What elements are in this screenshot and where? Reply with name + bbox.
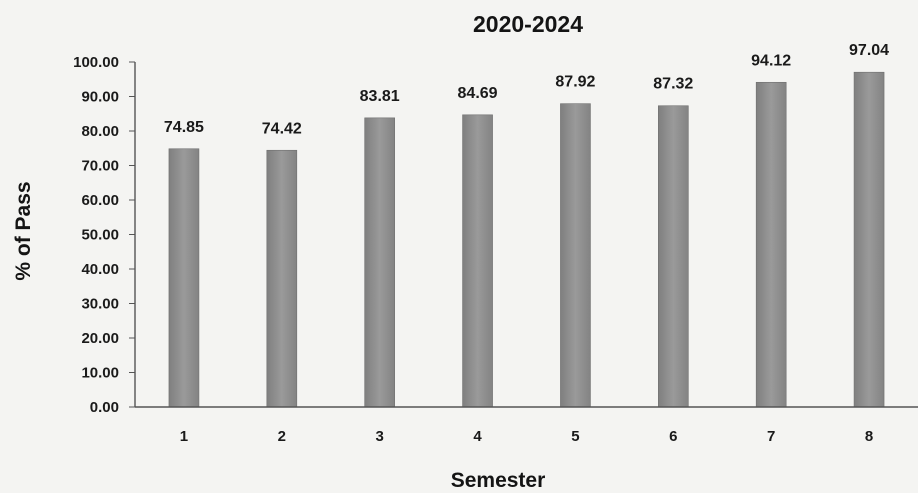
data-label: 74.42 <box>262 120 302 137</box>
y-tick-label: 80.00 <box>81 123 119 140</box>
y-tick-label: 90.00 <box>81 89 119 106</box>
axes <box>134 62 918 408</box>
bar <box>560 103 591 408</box>
x-tick-label: 5 <box>571 428 579 445</box>
chart-title: 2020-2024 <box>473 11 583 37</box>
data-label: 74.85 <box>164 119 204 136</box>
y-tick-label: 60.00 <box>81 192 119 209</box>
y-tick-label: 30.00 <box>81 296 119 313</box>
x-axis-title: Semester <box>451 469 546 492</box>
data-label: 94.12 <box>751 52 791 69</box>
x-tick-label: 8 <box>865 428 873 445</box>
x-axis-ticks: 1 2 3 4 5 6 7 8 <box>180 428 873 445</box>
y-tick-label: 10.00 <box>81 365 119 382</box>
y-axis-ticks: 0.00 10.00 20.00 30.00 40.00 50.00 60.00 70.00 8… <box>73 54 135 416</box>
x-tick-label: 2 <box>278 428 286 445</box>
x-tick-label: 6 <box>669 428 677 445</box>
bar <box>462 114 493 408</box>
data-label: 87.92 <box>555 74 595 91</box>
x-tick-label: 1 <box>180 428 188 445</box>
bar <box>853 71 885 408</box>
y-tick-label: 70.00 <box>81 158 119 175</box>
y-tick-label: 0.00 <box>90 399 119 416</box>
bar <box>658 105 689 408</box>
bar <box>755 81 787 408</box>
y-tick-label: 40.00 <box>81 261 119 278</box>
bar <box>364 117 395 408</box>
bar <box>168 148 200 408</box>
bar <box>266 149 298 408</box>
data-label: 83.81 <box>360 88 400 105</box>
x-tick-label: 4 <box>473 428 482 445</box>
y-tick-label: 50.00 <box>81 227 119 244</box>
y-tick-label: 20.00 <box>81 330 119 347</box>
y-tick-label: 100.00 <box>73 54 119 71</box>
x-tick-label: 7 <box>767 428 775 445</box>
data-label: 84.69 <box>458 85 498 102</box>
data-label: 97.04 <box>849 42 889 59</box>
y-axis-title: % of Pass <box>12 181 35 280</box>
x-tick-label: 3 <box>376 428 384 445</box>
data-label: 87.32 <box>653 76 693 93</box>
bars-group: 74.85 74.42 83.81 84.69 87.92 87.32 94.12 97.04 <box>164 42 889 408</box>
